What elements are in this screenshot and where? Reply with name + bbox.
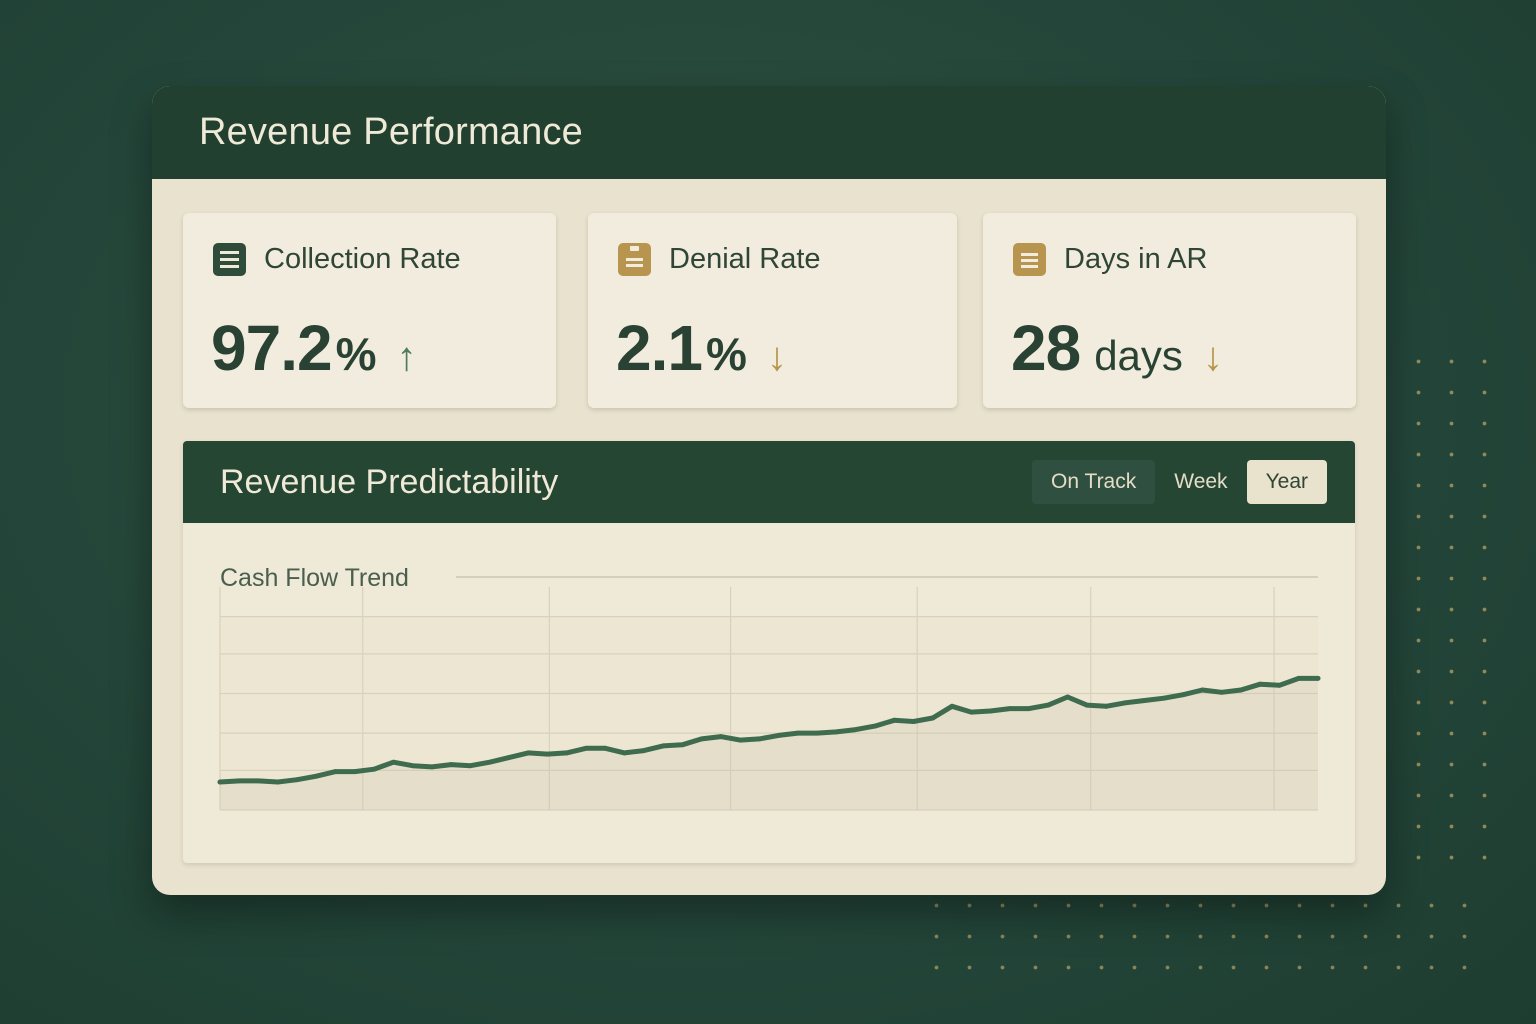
chart-panel-header: Revenue Predictability On Track Week Yea… — [183, 441, 1355, 523]
data-point — [1045, 702, 1051, 708]
document-icon — [1013, 243, 1046, 276]
kpi-label: Days in AR — [1064, 243, 1208, 275]
data-point — [718, 734, 724, 740]
series-line — [217, 675, 1321, 785]
filter-year-button[interactable]: Year — [1246, 460, 1327, 504]
data-point — [968, 709, 974, 715]
data-point — [1238, 687, 1244, 693]
data-point — [622, 750, 627, 756]
data-point — [1065, 694, 1070, 700]
kpi-label: Collection Rate — [264, 243, 461, 275]
kpi-value: 28 — [1011, 312, 1081, 384]
data-point — [564, 750, 570, 756]
data-point — [1219, 689, 1225, 695]
data-point — [756, 736, 762, 742]
data-point — [1161, 695, 1167, 701]
data-point — [814, 730, 820, 736]
data-point — [1084, 702, 1090, 708]
data-point — [679, 742, 685, 748]
data-point — [410, 763, 416, 769]
time-range-toggle: On Track Week Year — [1032, 460, 1327, 504]
data-point — [988, 708, 993, 714]
data-point — [506, 755, 512, 760]
data-point — [1026, 706, 1032, 712]
data-point — [853, 727, 859, 733]
data-point — [891, 717, 897, 723]
data-point — [1103, 703, 1109, 709]
trend-down-arrow-icon: ↓ — [1202, 335, 1223, 379]
data-point — [930, 715, 936, 721]
data-point — [217, 779, 223, 785]
window-header: Revenue Performance — [152, 86, 1386, 179]
data-point — [1142, 698, 1148, 703]
data-point — [737, 737, 743, 743]
data-point — [834, 729, 839, 735]
data-point — [352, 769, 358, 774]
data-point — [1200, 687, 1205, 693]
kpi-card-days-in-ar[interactable]: Days in AR 28 days ↓ — [983, 213, 1356, 408]
cash-flow-trend-chart: Cash Flow Trend — [217, 564, 1321, 811]
data-point — [1257, 681, 1263, 687]
trend-up-arrow-icon: ↑ — [396, 335, 417, 379]
filter-week-button[interactable]: Week — [1174, 470, 1228, 493]
data-point — [872, 723, 878, 729]
data-point — [275, 779, 281, 785]
data-point — [1296, 675, 1302, 681]
filter-on-track-button[interactable]: On Track — [1032, 460, 1156, 504]
plot-area — [220, 617, 1318, 810]
data-point — [487, 759, 493, 765]
chart-grid — [219, 587, 1318, 811]
kpi-unit: days — [1094, 332, 1183, 379]
data-point — [525, 750, 531, 756]
kpi-value: 2.1 — [616, 312, 703, 384]
list-icon — [213, 243, 246, 276]
data-point — [911, 719, 916, 724]
kpi-card-denial-rate[interactable]: Denial Rate 2.1 % ↓ — [588, 213, 957, 408]
data-point — [333, 769, 338, 774]
data-point — [448, 762, 454, 767]
data-point — [236, 778, 242, 784]
data-point — [641, 748, 647, 753]
data-point — [313, 773, 319, 779]
data-point — [1277, 682, 1282, 688]
decorative-dot-grid — [920, 890, 1480, 970]
series-points — [217, 675, 1321, 785]
data-point — [949, 703, 955, 709]
data-point — [660, 743, 666, 749]
data-point — [1180, 692, 1186, 698]
data-point — [468, 763, 473, 769]
kpi-label: Denial Rate — [669, 243, 821, 275]
trend-down-arrow-icon: ↓ — [766, 335, 787, 379]
chart-title: Cash Flow Trend — [220, 564, 409, 592]
data-point — [1007, 706, 1013, 712]
revenue-predictability-panel: Revenue Predictability On Track Week Yea… — [183, 441, 1355, 863]
chart-panel-title: Revenue Predictability — [220, 462, 559, 501]
data-point — [795, 730, 801, 736]
data-point — [699, 736, 704, 742]
series-area — [220, 678, 1318, 810]
kpi-unit: % — [705, 328, 747, 380]
decorative-dot-grid — [1402, 346, 1490, 866]
data-point — [429, 764, 435, 770]
data-point — [776, 733, 782, 738]
kpi-unit: % — [335, 328, 377, 380]
data-point — [583, 745, 589, 751]
data-point — [545, 751, 550, 757]
data-point — [256, 778, 261, 784]
clipboard-icon — [618, 243, 651, 276]
kpi-card-collection-rate[interactable]: Collection Rate 97.2 % ↑ — [183, 213, 556, 408]
data-point — [294, 777, 300, 783]
data-point — [371, 766, 377, 772]
dashboard-window: Revenue Performance Collection Rate 97.2… — [152, 86, 1386, 895]
data-point — [602, 745, 608, 751]
window-title: Revenue Performance — [199, 111, 584, 153]
data-point — [1315, 675, 1321, 681]
kpi-value: 97.2 — [211, 312, 333, 384]
data-point — [1122, 700, 1128, 706]
data-point — [390, 759, 396, 765]
